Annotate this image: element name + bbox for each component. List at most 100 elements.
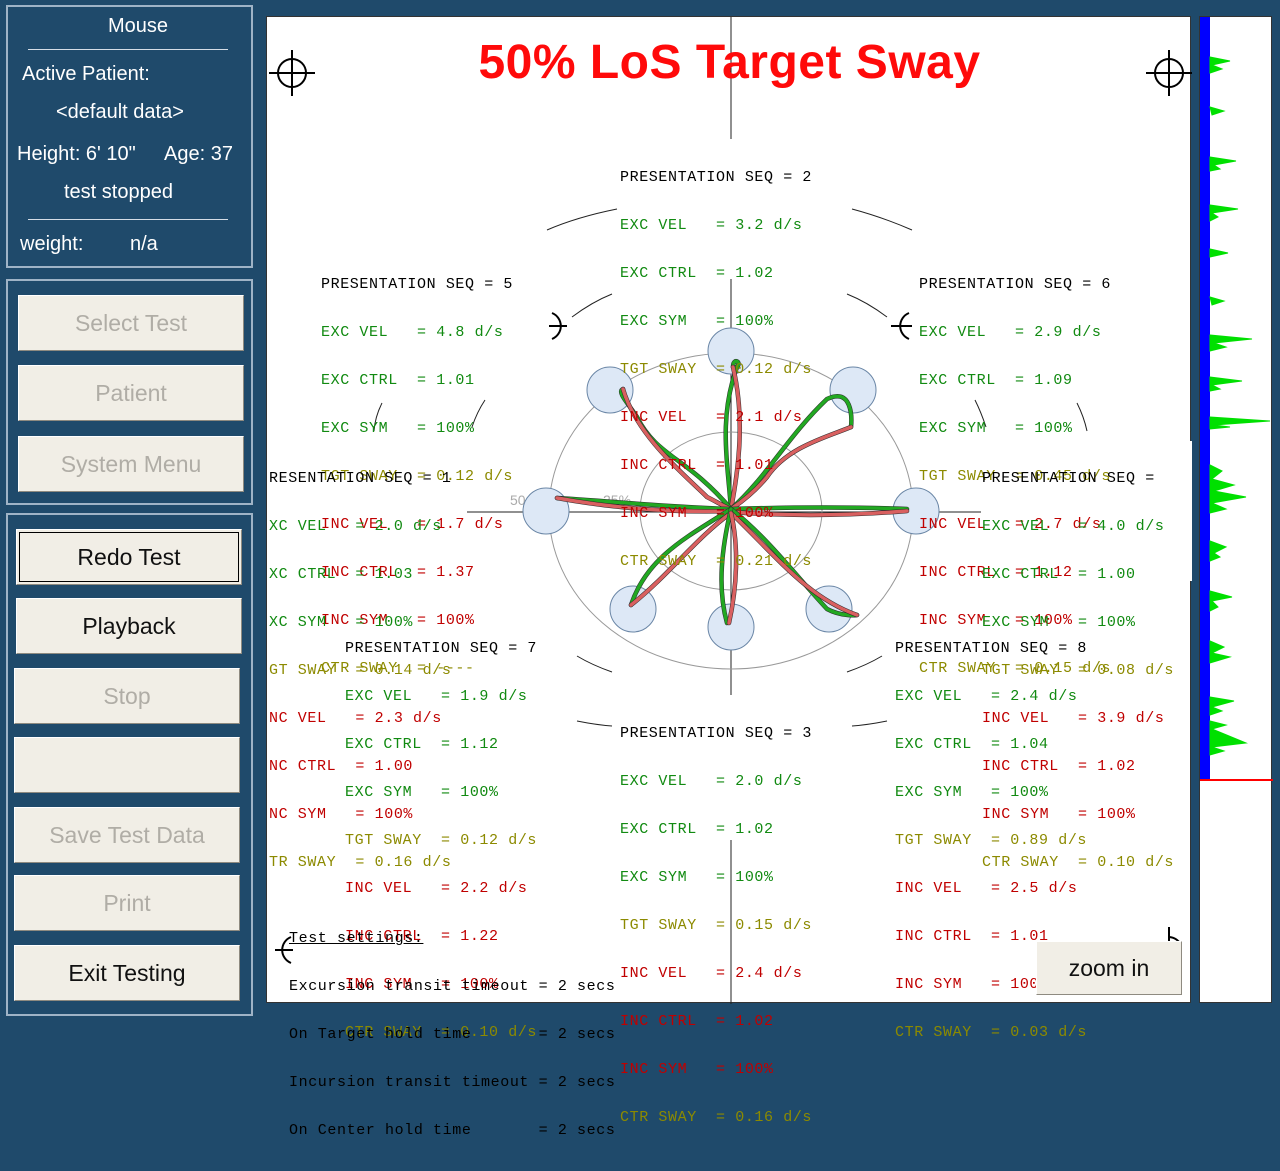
exc-ctrl: EXC CTRL = 1.09 (919, 372, 1073, 389)
exc-vel: EXC VEL = 3.2 d/s (620, 217, 803, 234)
redo-test-button[interactable]: Redo Test (16, 529, 242, 585)
inc-ctrl: INC CTRL = 1.37 (321, 564, 475, 581)
exc-ctrl: EXC CTRL = 1.02 (620, 821, 774, 838)
inc-vel: INC VEL = 2.1 d/s (620, 409, 803, 426)
sway-bar-fill (1200, 17, 1210, 780)
setting-excursion-timeout: Excursion transit timeout = 2 secs (289, 978, 616, 995)
crosshair-icon (1146, 50, 1192, 96)
bracket-target-icon (891, 312, 912, 340)
target-seq-7 (609, 585, 657, 633)
exc-ctrl: EXC CTRL = 1.00 (982, 566, 1136, 583)
active-patient-label: Active Patient: (22, 63, 150, 85)
ctr-sway: CTR SWAY = ---- (321, 660, 475, 677)
print-button[interactable]: Print (14, 875, 240, 931)
exc-ctrl: EXC CTRL = 1.04 (895, 736, 1049, 753)
sway-traces (554, 359, 910, 626)
tgt-sway: TGT SWAY = 0.45 d/s (919, 468, 1112, 485)
age-label: Age: 37 (164, 143, 233, 165)
seq-header: PRESENTATION SEQ = 7 (345, 640, 538, 657)
exc-sym: EXC SYM = 100% (982, 614, 1136, 631)
ctr-sway: CTR SWAY = 0.10 d/s (982, 854, 1175, 871)
save-test-data-button[interactable]: Save Test Data (14, 807, 240, 863)
inc-sym: INC SYM = 100% (321, 612, 475, 629)
seq-1-results: RESENTATION SEQ = 1 XC VEL = 2.0 d/s XC … (269, 439, 451, 903)
inc-vel: INC VEL = 2.7 d/s (919, 516, 1102, 533)
patient-button[interactable]: Patient (18, 365, 244, 421)
target-seq-5 (586, 366, 634, 414)
inc-ctrl: INC CTRL = 1.02 (982, 758, 1136, 775)
exit-testing-button[interactable]: Exit Testing (14, 945, 240, 1001)
select-test-button[interactable]: Select Test (18, 295, 244, 351)
inc-vel: INC VEL = 2.4 d/s (620, 965, 803, 982)
height-label: Height: 6' 10" (17, 143, 136, 165)
test-settings-heading: Test settings: (289, 930, 424, 947)
test-title: 50% LoS Target Sway (478, 36, 981, 89)
sway-trace (1209, 56, 1271, 756)
weight-value: n/a (130, 233, 158, 255)
exc-ctrl: EXC CTRL = 1.02 (620, 265, 774, 282)
patient-info-panel: Mouse Active Patient: <default data> Hei… (6, 5, 253, 268)
seq-header: PRESENTATION SEQ = 2 (620, 169, 813, 186)
ctr-sway: TR SWAY = 0.16 d/s (269, 854, 452, 871)
exc-vel: EXC VEL = 2.4 d/s (895, 688, 1078, 705)
system-menu-button[interactable]: System Menu (18, 436, 244, 492)
exc-vel: XC VEL = 2.0 d/s (269, 518, 442, 535)
exc-sym: XC SYM = 100% (269, 614, 414, 631)
seq-header: PRESENTATION SEQ = 8 (895, 640, 1088, 657)
tgt-sway: TGT SWAY = 0.12 d/s (345, 832, 538, 849)
seq-header: PRESENTATION SEQ = (982, 470, 1155, 487)
exc-vel: EXC VEL = 2.0 d/s (620, 773, 803, 790)
seq-4-results: PRESENTATION SEQ = EXC VEL = 4.0 d/s EXC… (982, 439, 1174, 903)
seq-2-results: PRESENTATION SEQ = 2 EXC VEL = 3.2 d/s E… (620, 138, 812, 602)
test-action-button-group: Redo Test Playback Stop Save Test Data P… (6, 513, 253, 1016)
test-settings: Test settings: Excursion transit timeout… (289, 899, 615, 1171)
sway-plot: 50 25% (267, 17, 1192, 1004)
exc-ctrl: EXC CTRL = 1.01 (321, 372, 475, 389)
inc-vel: INC VEL = 2.5 d/s (895, 880, 1078, 897)
exc-sym: EXC SYM = 100% (620, 869, 774, 886)
ring-label-50: 50 (510, 492, 526, 508)
exc-vel: EXC VEL = 2.9 d/s (919, 324, 1102, 341)
patient-name: <default data> (56, 101, 184, 123)
inc-sym: INC SYM = 100% (345, 976, 499, 993)
test-status: test stopped (64, 181, 173, 203)
tgt-sway: TGT SWAY = 0.15 d/s (620, 917, 813, 934)
inc-vel: NC VEL = 2.3 d/s (269, 710, 442, 727)
seq-3-results: PRESENTATION SEQ = 3 EXC VEL = 2.0 d/s E… (620, 694, 812, 1158)
tgt-sway: TGT SWAY = 0.89 d/s (895, 832, 1088, 849)
inc-sym: INC SYM = 100% (620, 505, 774, 522)
inc-vel: INC VEL = 3.9 d/s (982, 710, 1165, 727)
seq-header: PRESENTATION SEQ = 5 (321, 276, 514, 293)
setting-on-target-hold: On Target hold time = 2 secs (289, 1026, 616, 1043)
blank-button[interactable] (14, 737, 240, 793)
exc-vel: EXC VEL = 1.9 d/s (345, 688, 528, 705)
tgt-sway: TGT SWAY = 0.12 d/s (321, 468, 514, 485)
inc-sym: NC SYM = 100% (269, 806, 414, 823)
stop-button[interactable]: Stop (14, 668, 240, 724)
tgt-sway: TGT SWAY = 0.12 d/s (620, 361, 813, 378)
inc-ctrl: INC CTRL = 1.01 (620, 457, 774, 474)
los-display-area: 50 25% (266, 16, 1192, 1139)
exc-sym: EXC SYM = 100% (620, 313, 774, 330)
weight-label: weight: (20, 233, 84, 255)
inc-vel: INC VEL = 1.7 d/s (321, 516, 504, 533)
divider (28, 49, 228, 50)
inc-sym: INC SYM = 100% (620, 1061, 774, 1078)
inc-ctrl: INC CTRL = 1.01 (895, 928, 1049, 945)
seq-8-results: PRESENTATION SEQ = 8 EXC VEL = 2.4 d/s E… (895, 609, 1087, 1073)
playback-button[interactable]: Playback (16, 598, 242, 654)
zoom-in-button[interactable]: zoom in (1036, 941, 1182, 995)
tgt-sway: TGT SWAY = 0.08 d/s (982, 662, 1175, 679)
inc-ctrl: INC CTRL = 1.02 (620, 1013, 774, 1030)
seq-5-results: PRESENTATION SEQ = 5 EXC VEL = 4.8 d/s E… (321, 245, 513, 709)
ctr-sway: CTR SWAY = 0.16 d/s (620, 1109, 813, 1126)
crosshair-icon (269, 50, 315, 96)
setting-on-center-hold: On Center hold time = 2 secs (289, 1122, 616, 1139)
exc-sym: EXC SYM = 100% (345, 784, 499, 801)
sway-history-bar (1199, 16, 1273, 1003)
seq-header: RESENTATION SEQ = 1 (269, 470, 452, 487)
inc-vel: INC VEL = 2.2 d/s (345, 880, 528, 897)
ctr-sway: CTR SWAY = 0.21 d/s (620, 553, 813, 570)
target-seq-6 (829, 366, 877, 414)
bracket-target-icon (275, 936, 293, 964)
